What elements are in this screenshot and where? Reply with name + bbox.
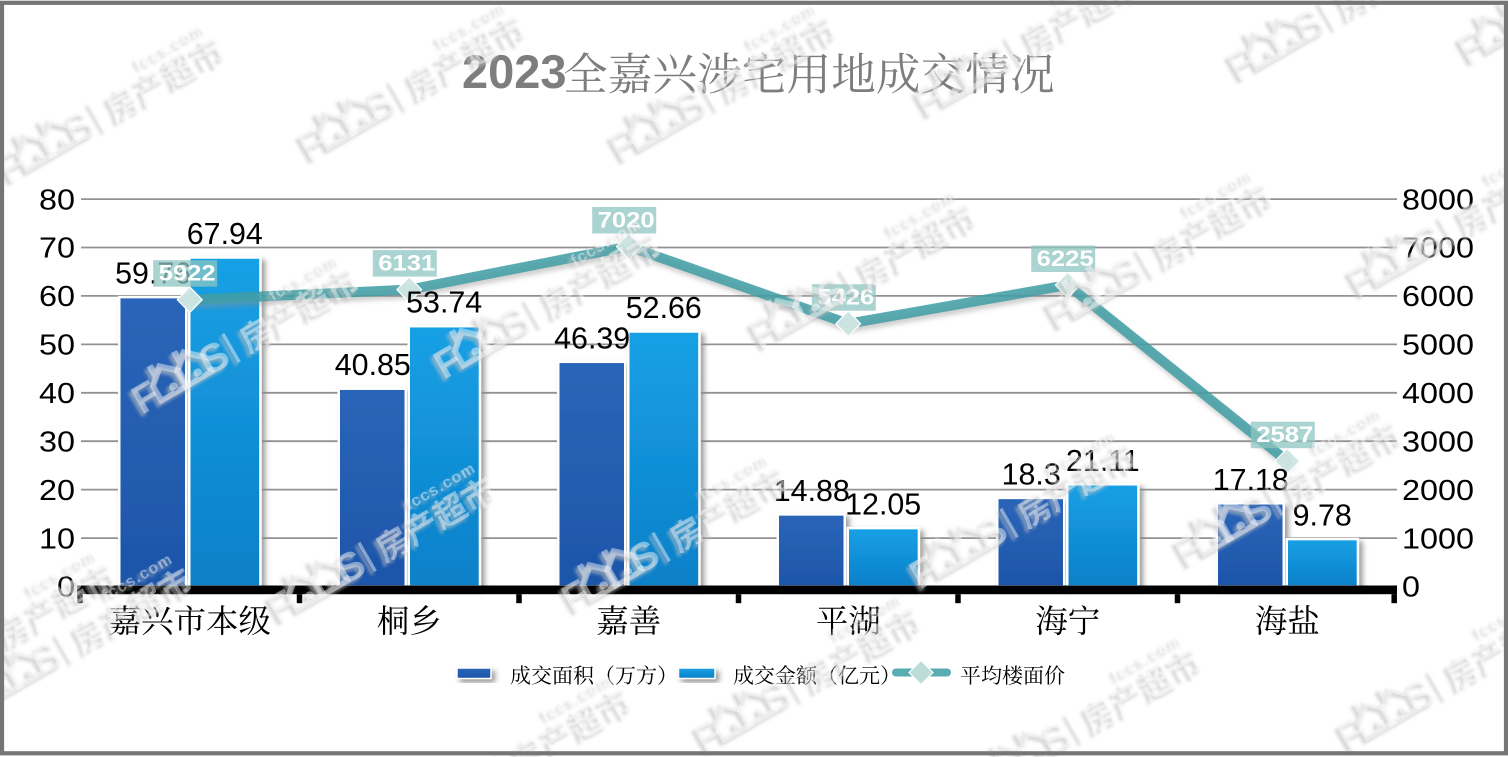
- svg-text:40: 40: [39, 378, 75, 410]
- svg-text:46.39: 46.39: [554, 321, 630, 355]
- svg-text:10: 10: [39, 523, 75, 555]
- svg-text:6000: 6000: [1402, 281, 1474, 313]
- svg-text:12.05: 12.05: [845, 488, 921, 522]
- svg-text:50: 50: [39, 330, 75, 362]
- svg-text:9.78: 9.78: [1293, 499, 1352, 533]
- svg-text:14.88: 14.88: [774, 474, 850, 508]
- svg-text:80: 80: [39, 184, 75, 216]
- svg-text:6225: 6225: [1037, 246, 1094, 271]
- svg-text:5000: 5000: [1402, 330, 1474, 362]
- svg-text:1000: 1000: [1402, 523, 1474, 555]
- svg-text:60: 60: [39, 281, 75, 313]
- svg-text:5922: 5922: [159, 261, 216, 286]
- svg-text:30: 30: [39, 426, 75, 458]
- svg-text:2000: 2000: [1402, 475, 1474, 507]
- svg-text:40.85: 40.85: [335, 348, 411, 382]
- svg-text:52.66: 52.66: [626, 291, 702, 325]
- svg-text:53.74: 53.74: [406, 286, 482, 320]
- svg-text:20: 20: [39, 475, 75, 507]
- svg-text:4000: 4000: [1402, 378, 1474, 410]
- svg-text:70: 70: [39, 233, 75, 265]
- svg-text:6131: 6131: [378, 251, 435, 276]
- svg-text:67.94: 67.94: [187, 217, 263, 251]
- svg-text:2587: 2587: [1256, 422, 1313, 447]
- svg-text:3000: 3000: [1402, 426, 1474, 458]
- svg-text:0: 0: [1402, 572, 1420, 604]
